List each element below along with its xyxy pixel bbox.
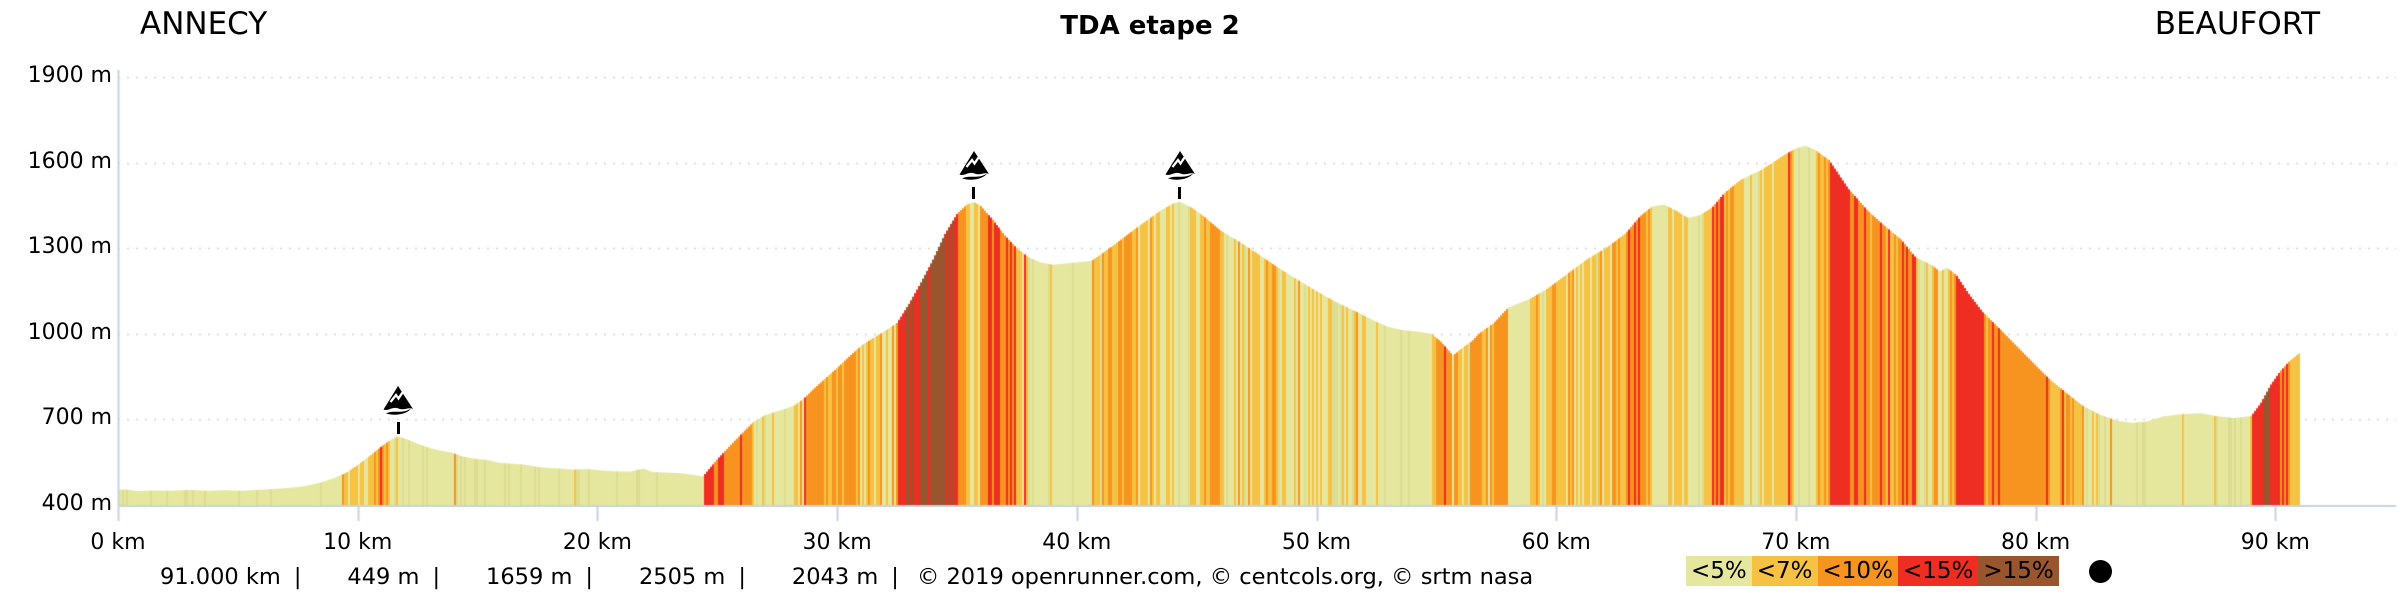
x-tick-label: 20 km — [562, 530, 632, 555]
col-marker-stem — [972, 186, 976, 199]
legend-item: <7% — [1751, 556, 1818, 586]
stat-separator: | — [891, 564, 899, 590]
y-tick-label: 1600 m — [27, 148, 112, 174]
legend-item: <5% — [1686, 556, 1752, 586]
gradient-legend: <5% <7% <10% <15% >15% — [1686, 556, 2112, 586]
end-city-label: BEAUFORT — [2154, 6, 2320, 42]
route-stats-row: 91.000 km | 449 m | 1659 m | 2505 m | 2043 m | © 2… — [160, 564, 1533, 590]
x-tick-label: 80 km — [2001, 530, 2071, 555]
y-tick-label: 1000 m — [27, 319, 112, 345]
credits-text: © 2019 openrunner.com, © centcols.org, ©… — [916, 564, 1534, 590]
stat-separator: | — [738, 564, 746, 590]
stat-separator: | — [293, 564, 302, 590]
route-stat-value: 2505 m — [638, 564, 726, 590]
x-tick-label: 90 km — [2240, 530, 2310, 555]
x-tick-label: 30 km — [802, 530, 872, 555]
route-stat-value: 449 m — [347, 564, 420, 590]
legend-item: <15% — [1897, 556, 1979, 586]
route-stat-value: 1659 m — [486, 564, 573, 590]
col-marker-stem — [1178, 186, 1182, 199]
x-tick-label: 40 km — [1042, 530, 1112, 555]
x-tick-label: 10 km — [323, 530, 393, 555]
route-title: TDA etape 2 — [1060, 11, 1240, 41]
x-tick-label: 70 km — [1761, 530, 1831, 555]
y-tick-label: 1300 m — [27, 234, 112, 260]
y-tick-label: 1900 m — [27, 63, 112, 88]
stat-separator: | — [585, 564, 593, 590]
col-mountain-icon — [957, 150, 991, 180]
position-marker-dot — [2088, 559, 2112, 583]
stat-separator: | — [432, 564, 441, 590]
y-tick-label: 400 m — [41, 491, 112, 516]
start-city-label: ANNECY — [140, 6, 268, 42]
route-stat-value: 2043 m — [791, 564, 879, 590]
route-stat-value: 91.000 km — [160, 564, 281, 590]
col-marker-stem — [396, 421, 400, 434]
x-tick-label: 0 km — [90, 530, 146, 555]
x-tick-label: 50 km — [1281, 530, 1352, 555]
x-tick-label: 60 km — [1521, 530, 1591, 555]
col-mountain-icon — [381, 385, 415, 415]
y-tick-label: 700 m — [41, 405, 112, 431]
col-mountain-icon — [1163, 150, 1197, 180]
legend-item: >15% — [1978, 556, 2059, 586]
legend-item: <10% — [1817, 556, 1898, 586]
